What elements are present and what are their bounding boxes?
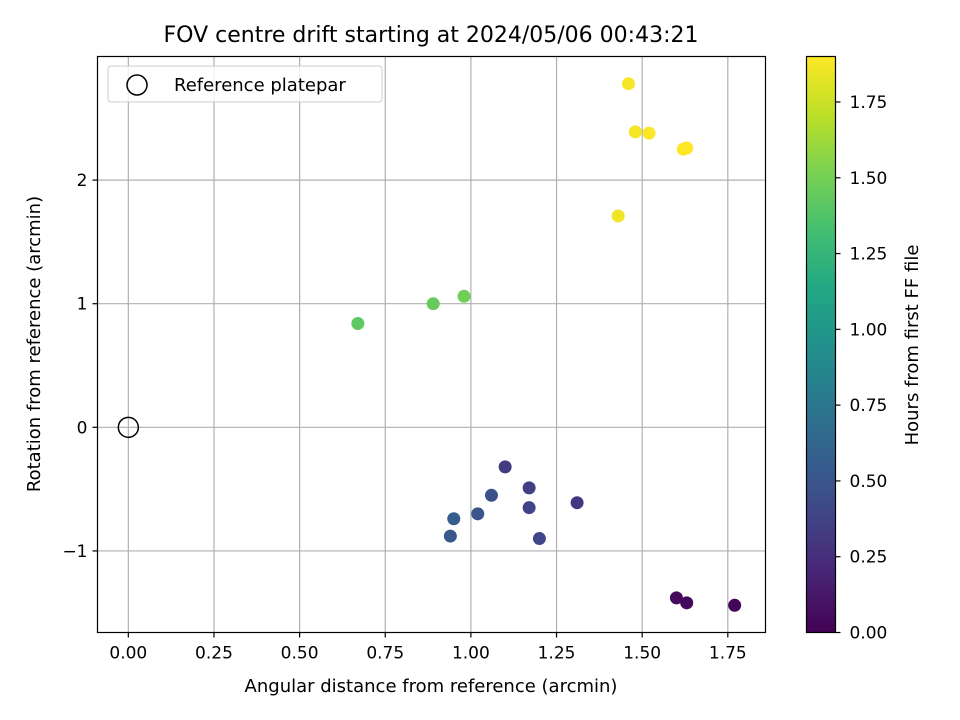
scatter-point	[642, 126, 656, 140]
y-axis-label: Rotation from reference (arcmin)	[24, 196, 45, 492]
x-tick-label: 1.00	[452, 644, 490, 664]
legend-reference-marker-icon	[126, 74, 148, 96]
scatter-point	[351, 316, 365, 330]
scatter-point	[471, 507, 485, 521]
scatter-point	[680, 596, 694, 610]
colorbar: 0.00 0.25 0.50 0.75 1.00 1.25 1.50 1.75 Hours f…	[805, 55, 923, 644]
x-axis-ticks: 0.00 0.25 0.50 0.75 1.00 1.25 1.50 1.75	[109, 632, 747, 664]
legend: Reference platepar	[107, 65, 383, 103]
colorbar-label: Hours from first FF file	[902, 245, 923, 446]
x-tick-label: 0.00	[109, 644, 147, 664]
colorbar-tick-label: 0.50	[850, 472, 888, 492]
scatter-point	[447, 512, 461, 526]
scatter-point	[611, 209, 625, 223]
x-tick-label: 0.75	[366, 644, 404, 664]
legend-reference-label: Reference platepar	[174, 75, 346, 96]
scatter-point	[498, 460, 512, 474]
x-tick-label: 1.25	[538, 644, 576, 664]
colorbar-tick-label: 0.25	[850, 548, 888, 568]
scatter-point	[570, 496, 584, 510]
scatter-point	[426, 297, 440, 311]
chart-title: FOV centre drift starting at 2024/05/06 …	[164, 23, 699, 48]
scatter-point	[628, 125, 642, 139]
scatter-point	[680, 141, 694, 155]
y-tick-label: 1	[77, 295, 88, 315]
y-tick-label: −1	[62, 542, 87, 562]
data-points	[117, 77, 742, 612]
reference-platepar-point	[117, 416, 140, 439]
colorbar-gradient	[805, 55, 837, 634]
scatter-point	[522, 501, 536, 515]
scatter-point	[728, 598, 742, 612]
colorbar-tick-label: 1.50	[850, 169, 888, 189]
colorbar-tick-label: 0.75	[850, 396, 888, 416]
x-tick-label: 0.25	[195, 644, 233, 664]
x-tick-label: 1.75	[709, 644, 747, 664]
plot-frame	[96, 55, 767, 634]
y-tick-label: 2	[77, 171, 88, 191]
colorbar-tick-label: 0.00	[850, 624, 888, 644]
scatter-point	[532, 532, 546, 546]
scatter-point	[522, 481, 536, 495]
grid-lines	[97, 56, 766, 633]
x-tick-label: 0.50	[281, 644, 319, 664]
colorbar-tick-label: 1.75	[850, 93, 888, 113]
colorbar-tick-label: 1.00	[850, 320, 888, 340]
y-axis-ticks: −1 0 1 2	[62, 171, 98, 562]
colorbar-tick-label: 1.25	[850, 245, 888, 265]
scatter-point	[484, 488, 498, 502]
legend-box	[107, 65, 383, 103]
scatter-point	[443, 529, 457, 543]
colorbar-ticks: 0.00 0.25 0.50 0.75 1.00 1.25 1.50 1.75	[835, 93, 888, 644]
x-tick-label: 1.50	[623, 644, 661, 664]
scatter-point	[621, 77, 635, 91]
scatter-point	[669, 591, 683, 605]
scatter-point	[457, 289, 471, 303]
x-axis-label: Angular distance from reference (arcmin)	[245, 676, 618, 697]
y-tick-label: 0	[77, 418, 88, 438]
